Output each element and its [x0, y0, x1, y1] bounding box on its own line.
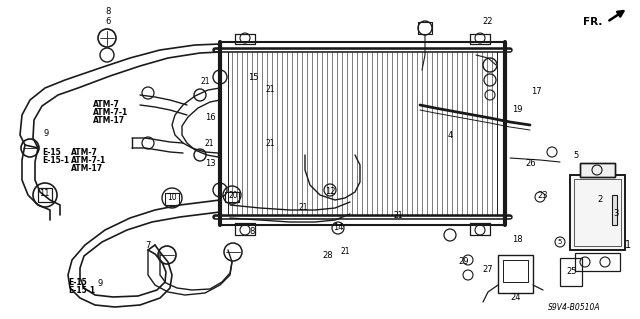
Text: 13: 13: [205, 159, 215, 167]
Bar: [570, 175, 625, 250]
Text: 27: 27: [483, 265, 493, 275]
Text: 16: 16: [205, 114, 215, 122]
Text: 1: 1: [625, 240, 631, 250]
Text: 21: 21: [200, 78, 210, 86]
Text: FR.: FR.: [582, 17, 602, 27]
Bar: [560, 258, 582, 286]
Text: 11: 11: [39, 189, 49, 197]
Text: E-15: E-15: [68, 278, 87, 287]
Bar: [574, 179, 621, 246]
Text: 9: 9: [44, 129, 49, 137]
Text: ATM-7: ATM-7: [71, 148, 98, 157]
Text: E-15: E-15: [42, 148, 61, 157]
Text: 2: 2: [597, 196, 603, 204]
Text: 4: 4: [447, 130, 452, 139]
Bar: [575, 253, 620, 271]
Text: 8: 8: [106, 8, 111, 17]
Text: 21: 21: [340, 248, 349, 256]
Text: 26: 26: [525, 159, 536, 167]
Text: 14: 14: [333, 224, 343, 233]
Text: E-15-1: E-15-1: [68, 286, 95, 295]
Text: ATM-17: ATM-17: [71, 164, 103, 173]
Text: 17: 17: [531, 87, 541, 97]
Text: 21: 21: [298, 204, 308, 212]
Text: 10: 10: [167, 194, 177, 203]
Text: 6: 6: [106, 18, 111, 26]
Text: 21: 21: [265, 85, 275, 94]
Bar: [570, 175, 625, 250]
Text: 23: 23: [538, 190, 548, 199]
Text: 21: 21: [393, 211, 403, 219]
Text: 28: 28: [323, 251, 333, 261]
Text: 21: 21: [204, 138, 214, 147]
Bar: [503, 260, 528, 282]
Bar: [580, 163, 615, 177]
Text: 29: 29: [459, 257, 469, 266]
Text: 20: 20: [228, 190, 238, 199]
Text: 24: 24: [511, 293, 521, 302]
Text: 8: 8: [250, 227, 255, 236]
Text: 12: 12: [324, 188, 335, 197]
Text: 3: 3: [613, 209, 619, 218]
Text: 15: 15: [248, 73, 259, 83]
Bar: [498, 255, 533, 293]
Text: 25: 25: [567, 268, 577, 277]
Text: 18: 18: [512, 235, 522, 244]
Text: 21: 21: [265, 138, 275, 147]
Text: 5: 5: [558, 239, 562, 245]
Text: 7: 7: [145, 241, 150, 249]
Bar: [580, 163, 615, 177]
Text: ATM-17: ATM-17: [93, 116, 125, 125]
Text: 19: 19: [512, 106, 522, 115]
Text: S9V4-B0510A: S9V4-B0510A: [548, 303, 600, 313]
Text: ATM-7-1: ATM-7-1: [71, 156, 106, 165]
Bar: [612, 195, 617, 225]
Text: 9: 9: [97, 279, 102, 288]
Text: ATM-7-1: ATM-7-1: [93, 108, 128, 117]
Text: 5: 5: [573, 151, 579, 160]
Text: ATM-7: ATM-7: [93, 100, 120, 109]
Text: 22: 22: [483, 18, 493, 26]
Text: E-15-1: E-15-1: [42, 156, 69, 165]
